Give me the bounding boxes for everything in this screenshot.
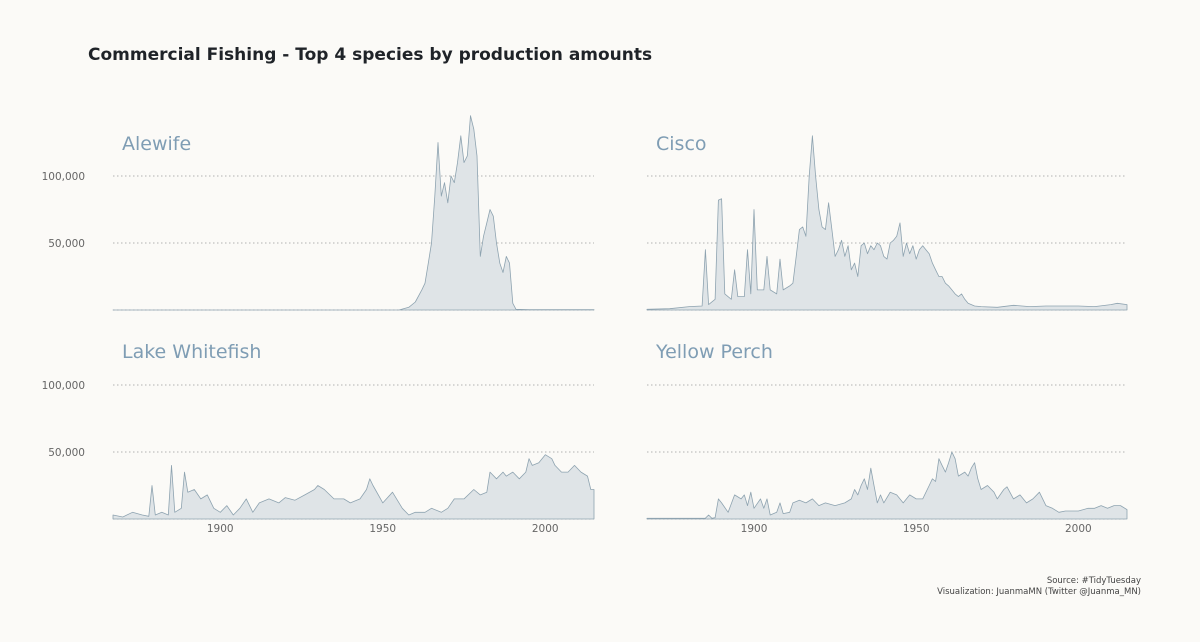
x-tick-label: 2000 (1065, 523, 1092, 535)
y-tick-label: 50,000 (48, 238, 85, 250)
x-tick-label: 1950 (903, 523, 930, 535)
panel-label: Alewife (122, 133, 191, 155)
x-tick-label: 1950 (369, 523, 396, 535)
y-tick-label: 100,000 (42, 380, 85, 392)
panel-label: Cisco (656, 133, 707, 155)
y-tick-label: 50,000 (48, 447, 85, 459)
y-tick-label: 100,000 (42, 171, 85, 183)
chart-title: Commercial Fishing - Top 4 species by pr… (88, 45, 652, 65)
caption-source: Source: #TidyTuesday (1047, 576, 1141, 586)
panel-label: Yellow Perch (655, 341, 773, 363)
area-series (112, 454, 595, 520)
panel-yellow-perch: Yellow Perch 1900 1950 2000 (646, 341, 1128, 535)
area-series (112, 115, 595, 311)
panel-lake-whitefish: Lake Whitefish 50,000 100,000 1900 1950 2000 (42, 341, 595, 535)
area-series (646, 135, 1128, 311)
x-tick-label: 2000 (532, 523, 559, 535)
x-tick-label: 1900 (741, 523, 768, 535)
facet-panels: Alewife 50,000 100,000 Cisco Lake Whitefish 5… (42, 115, 1128, 535)
area-series (646, 451, 1128, 520)
panel-cisco: Cisco (646, 133, 1128, 311)
x-tick-label: 1900 (207, 523, 234, 535)
panel-label: Lake Whitefish (122, 341, 261, 363)
caption-visualization: Visualization: JuanmaMN (Twitter @Juanma… (937, 587, 1141, 597)
panel-alewife: Alewife 50,000 100,000 (42, 115, 595, 311)
